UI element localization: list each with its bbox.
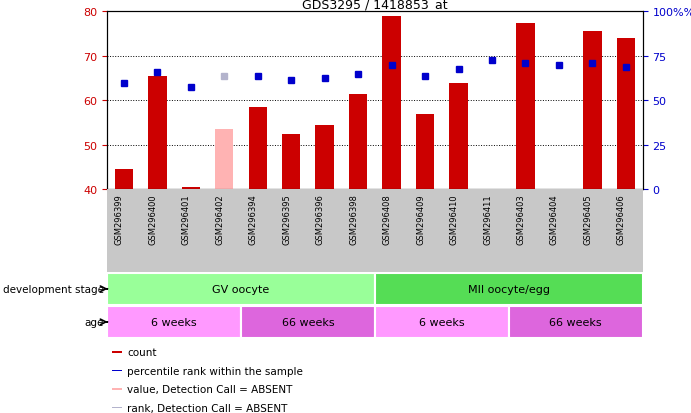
Bar bbox=[113, 389, 122, 390]
Bar bbox=[107, 273, 375, 305]
Title: GDS3295 / 1418853_at: GDS3295 / 1418853_at bbox=[302, 0, 448, 11]
Bar bbox=[382, 17, 401, 190]
Text: GSM296408: GSM296408 bbox=[383, 194, 392, 245]
Bar bbox=[282, 135, 301, 190]
Bar bbox=[182, 188, 200, 190]
Text: GSM296396: GSM296396 bbox=[316, 194, 325, 245]
Text: GSM296406: GSM296406 bbox=[617, 194, 626, 245]
Bar bbox=[449, 83, 468, 190]
Text: GSM296400: GSM296400 bbox=[149, 194, 158, 244]
Bar bbox=[375, 306, 509, 338]
Bar bbox=[113, 370, 122, 371]
Text: count: count bbox=[127, 347, 157, 357]
Bar bbox=[249, 108, 267, 190]
Bar bbox=[516, 24, 535, 190]
Bar bbox=[509, 306, 643, 338]
Text: 6 weeks: 6 weeks bbox=[419, 317, 464, 327]
Bar bbox=[215, 130, 234, 190]
Bar bbox=[616, 39, 635, 190]
Text: development stage: development stage bbox=[3, 284, 104, 294]
Text: GSM296405: GSM296405 bbox=[583, 194, 592, 244]
Text: GSM296410: GSM296410 bbox=[450, 194, 459, 244]
Text: GSM296399: GSM296399 bbox=[115, 194, 124, 245]
Text: percentile rank within the sample: percentile rank within the sample bbox=[127, 366, 303, 375]
Bar bbox=[113, 407, 122, 408]
Bar bbox=[316, 126, 334, 190]
Text: GSM296409: GSM296409 bbox=[416, 194, 425, 244]
Bar bbox=[349, 95, 368, 190]
Text: GSM296403: GSM296403 bbox=[516, 194, 525, 245]
Text: GSM296404: GSM296404 bbox=[550, 194, 559, 244]
Text: rank, Detection Call = ABSENT: rank, Detection Call = ABSENT bbox=[127, 403, 288, 413]
Bar bbox=[241, 306, 375, 338]
Bar bbox=[113, 351, 122, 353]
Bar bbox=[375, 273, 643, 305]
Text: GV oocyte: GV oocyte bbox=[212, 284, 269, 294]
Bar bbox=[115, 170, 133, 190]
Text: GSM296394: GSM296394 bbox=[249, 194, 258, 245]
Text: GSM296411: GSM296411 bbox=[483, 194, 492, 244]
Text: GSM296395: GSM296395 bbox=[282, 194, 291, 245]
Bar bbox=[148, 77, 167, 190]
Text: GSM296401: GSM296401 bbox=[182, 194, 191, 244]
Bar bbox=[416, 114, 434, 190]
Bar bbox=[107, 306, 241, 338]
Text: MII oocyte/egg: MII oocyte/egg bbox=[468, 284, 550, 294]
Text: value, Detection Call = ABSENT: value, Detection Call = ABSENT bbox=[127, 384, 293, 394]
Text: 66 weeks: 66 weeks bbox=[282, 317, 334, 327]
Text: GSM296398: GSM296398 bbox=[349, 194, 358, 245]
Bar bbox=[583, 32, 602, 190]
Text: age: age bbox=[84, 317, 104, 327]
Text: 66 weeks: 66 weeks bbox=[549, 317, 602, 327]
Text: 6 weeks: 6 weeks bbox=[151, 317, 197, 327]
Text: GSM296402: GSM296402 bbox=[216, 194, 225, 244]
